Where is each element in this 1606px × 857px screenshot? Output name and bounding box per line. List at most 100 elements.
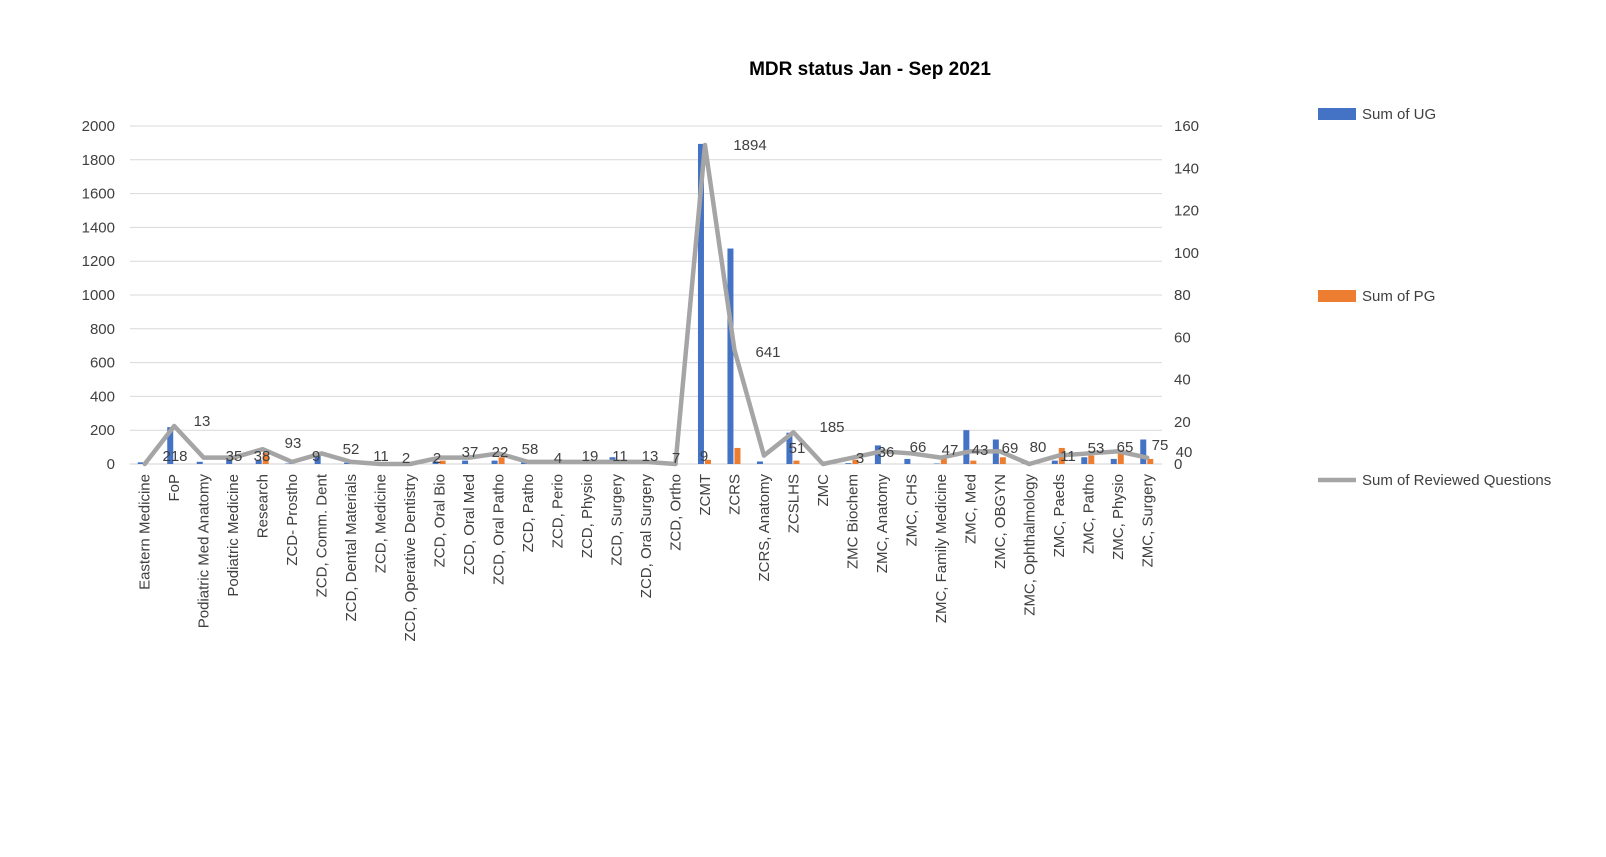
pg-bar [734,447,741,464]
x-tick-label: ZCD, Operative Dentistry [402,474,419,642]
legend-label: Sum of PG [1362,288,1435,305]
x-axis: Eastern Medicine FoP Podiatric Med Anatomy… [137,473,1157,641]
y-axis-left: 0 200 400 600 800 1000 1200 1400 1600 1800 2000 [82,118,115,473]
y-axis-right: 0 20 40 60 80 100 120 140 160 [1174,118,1199,473]
data-label: 51 [789,440,806,457]
gridlines [130,125,1162,465]
ug-bar [432,461,439,464]
pg-bar [439,460,446,464]
y-left-tick-label: 800 [90,321,115,338]
y-right-tick-label: 40 [1174,372,1191,389]
data-label: 9 [700,448,708,465]
pg-bar [1147,458,1154,464]
x-tick-label: Podiatric Medicine [225,474,242,597]
data-label: 65 [1117,439,1134,456]
data-label: 38 [254,448,271,465]
data-label: 40 [1176,444,1193,461]
ug-bar [314,453,321,464]
ug-bar [1051,460,1058,464]
data-label: 19 [582,448,599,465]
ug-bar [196,461,203,464]
data-label: 36 [878,444,895,461]
y-left-tick-label: 1600 [82,186,115,203]
data-label: 75 [1152,437,1169,454]
data-label: 11 [373,448,389,465]
x-tick-label: ZCD, Patho [520,474,537,552]
y-right-tick-label: 120 [1174,203,1199,220]
data-label: 2 [402,450,410,467]
pg-bar [704,459,711,464]
x-tick-label: ZCD, Perio [550,474,567,548]
x-tick-label: ZCRS, Anatomy [756,474,773,582]
x-tick-label: ZCD, Surgery [609,474,626,566]
line-series [142,142,1150,467]
ug-bar [933,463,940,464]
ug-bar [756,461,763,464]
x-tick-label: ZCD, Oral Bio [432,474,449,567]
data-label: 47 [942,442,959,459]
data-label: 53 [1088,440,1105,457]
y-right-tick-label: 160 [1174,118,1199,135]
data-label: 641 [755,344,780,361]
x-tick-label: ZCD, Oral Patho [491,474,508,585]
ug-bar [462,460,469,464]
legend-swatch [1318,108,1356,120]
bars [137,143,1154,464]
y-left-tick-label: 400 [90,388,115,405]
ug-bar [874,445,881,464]
y-right-tick-label: 80 [1174,287,1191,304]
ug-bar [1140,439,1147,464]
y-right-tick-label: 100 [1174,245,1199,262]
ug-bar [167,427,174,464]
ug-bar [226,458,233,464]
data-label: 13 [194,413,211,430]
data-label: 218 [162,448,187,465]
data-label: 93 [285,435,302,452]
x-tick-label: FoP [166,474,183,502]
x-tick-label: ZMC Biochem [844,474,861,569]
y-right-tick-label: 60 [1174,329,1191,346]
data-label: 9 [312,448,320,465]
data-label: 2 [433,450,441,467]
x-tick-label: ZCD- Prostho [284,474,301,566]
pg-bar [940,457,947,464]
data-label: 80 [1030,439,1047,456]
x-tick-label: ZCD, Oral Med [461,474,478,575]
pg-bar [1117,452,1124,464]
x-tick-label: ZMC [815,474,832,507]
y-left-tick-label: 1800 [82,152,115,169]
legend-swatch [1318,290,1356,302]
x-tick-label: ZCD, Physio [579,474,596,558]
data-label: 69 [1002,440,1019,457]
x-tick-label: ZCSLHS [785,474,802,533]
x-tick-label: ZMC, Med [962,474,979,544]
x-tick-label: ZCD, Medicine [373,474,390,573]
legend-label: Sum of Reviewed Questions [1362,472,1551,489]
ug-bar [963,430,970,464]
ug-bar [1081,457,1088,464]
chart-title: MDR status Jan - Sep 2021 [749,59,991,80]
x-tick-label: ZMC, Paeds [1051,474,1068,557]
ug-bar [491,460,498,464]
pg-bar [852,459,859,464]
y-right-tick-label: 20 [1174,414,1191,431]
x-tick-label: ZCD, Dental Materials [343,474,360,622]
ug-bar [845,463,852,464]
legend-label: Sum of UG [1362,106,1436,123]
x-tick-label: ZCRS [726,474,743,515]
x-tick-label: Research [255,474,272,538]
ug-bar [727,248,734,464]
y-right-tick-label: 0 [1174,456,1182,473]
data-label: 13 [642,448,659,465]
data-label: 3 [856,450,864,467]
y-left-tick-label: 1200 [82,253,115,270]
y-left-tick-label: 1000 [82,287,115,304]
ug-bar [786,432,793,464]
ug-bar [344,462,351,464]
x-tick-label: ZCD, Comm. Dent [314,473,331,597]
data-label: 11 [612,448,628,465]
legend: Sum of UG Sum of PG Sum of Reviewed Questi… [1318,106,1551,489]
y-left-tick-label: 1400 [82,219,115,236]
